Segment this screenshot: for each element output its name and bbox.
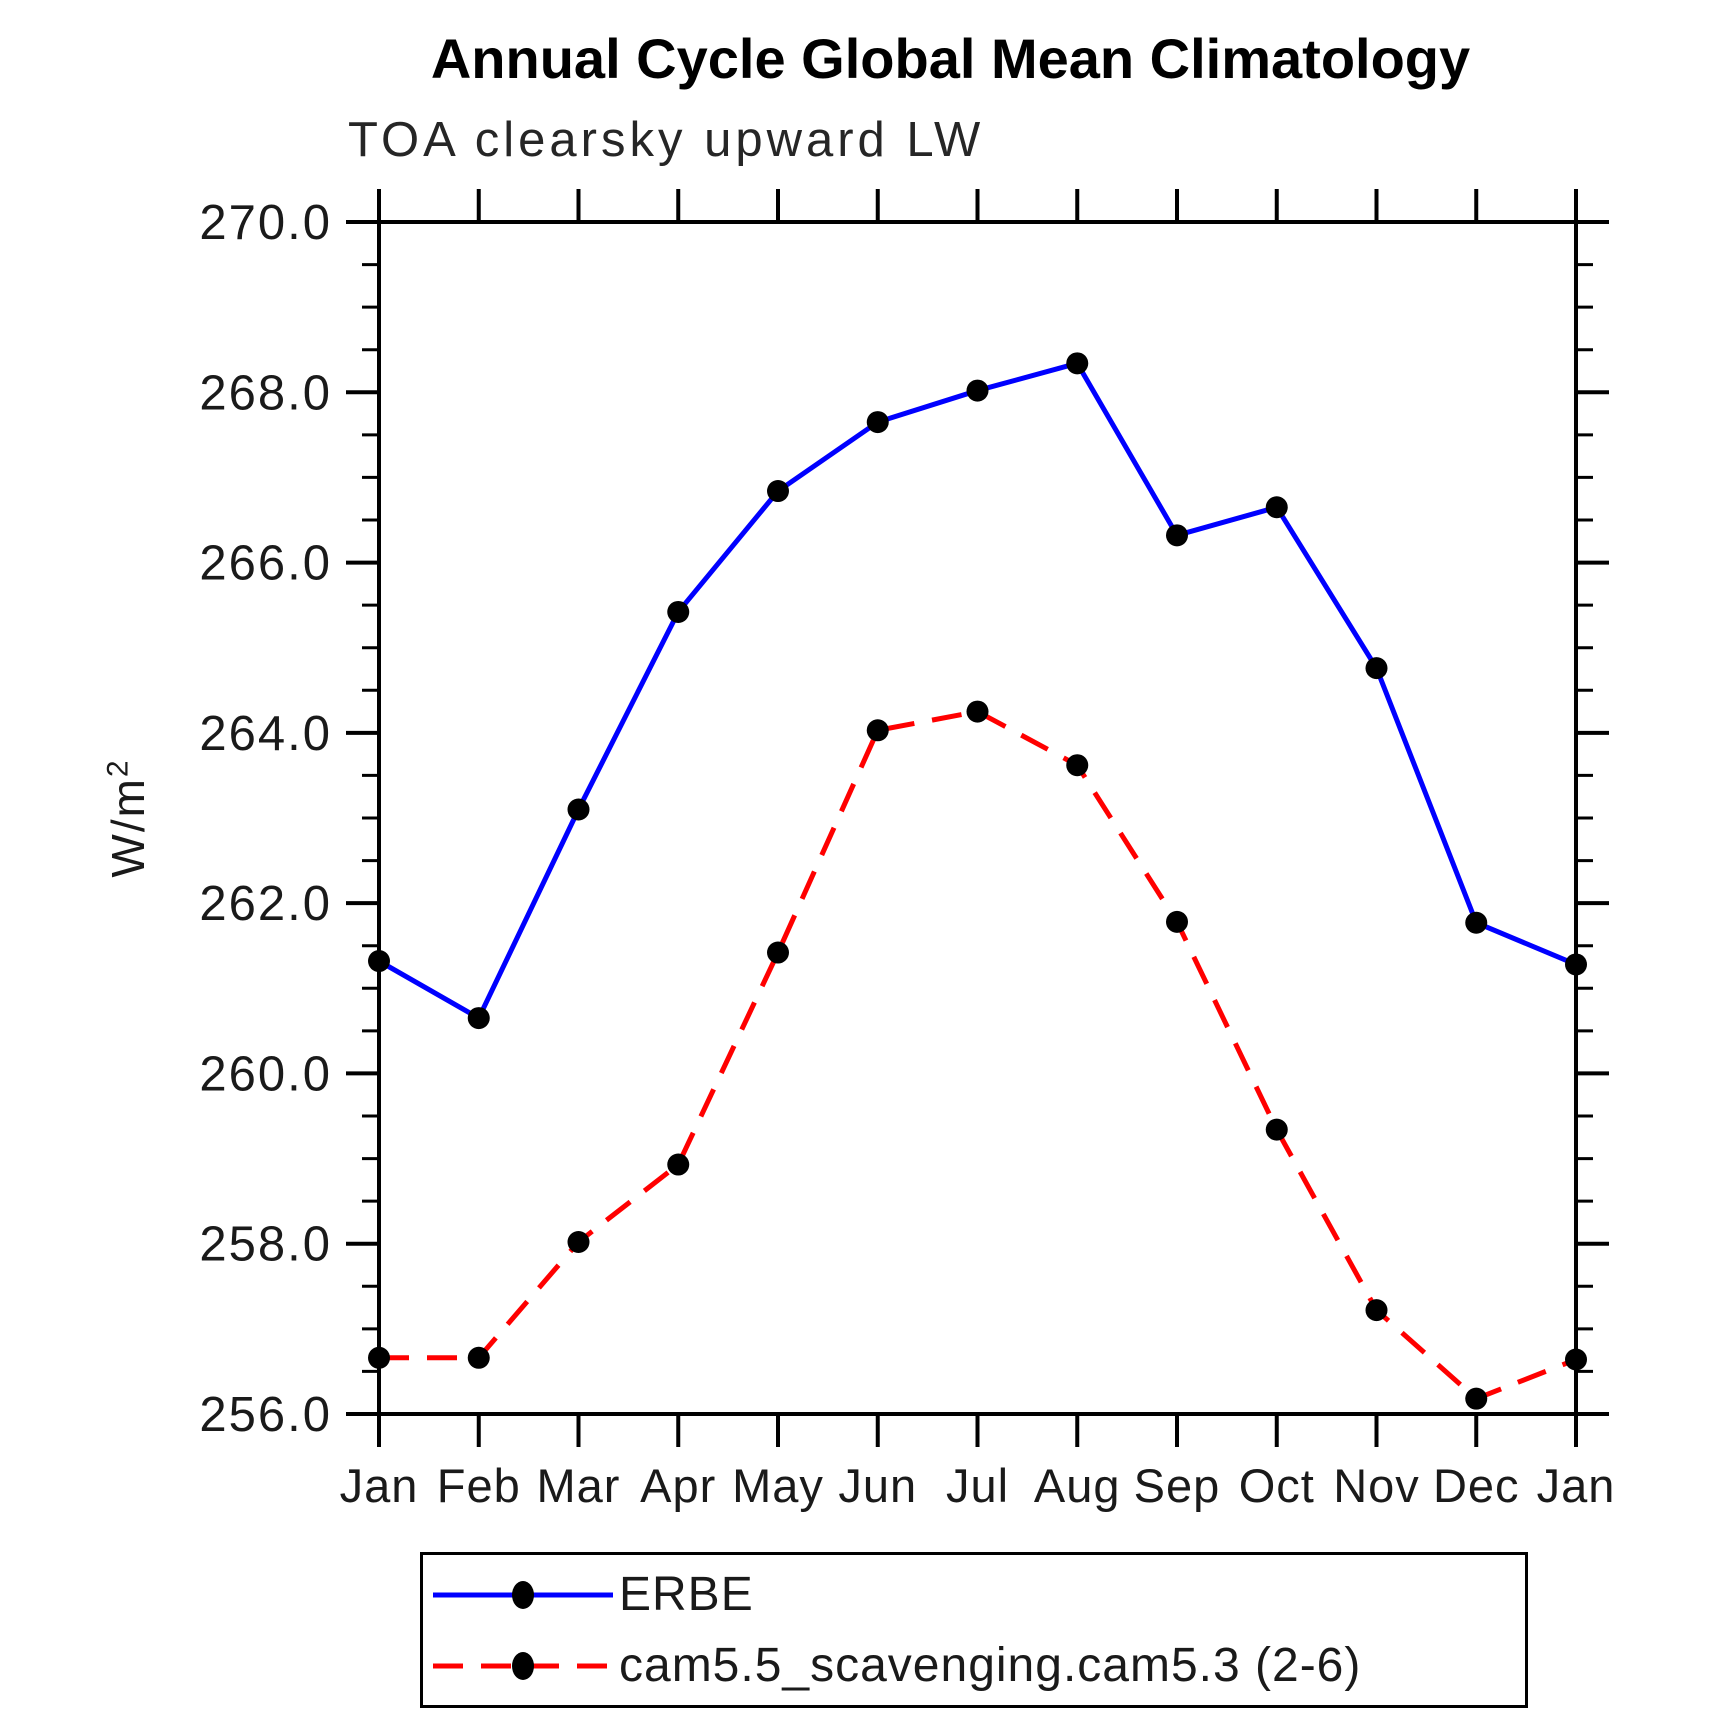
data-point-marker: [1465, 1387, 1488, 1410]
legend-sample-erbe-line: [433, 1580, 613, 1609]
data-point-marker: [866, 411, 889, 434]
data-point-marker: [1166, 524, 1188, 547]
x-tick-label: May: [732, 1459, 824, 1512]
legend-box: ERBE cam5.5_scavenging.cam5.3 (2-6): [420, 1552, 1528, 1708]
y-tick-label: 258.0: [199, 1218, 332, 1272]
legend-marker-icon: [512, 1580, 534, 1609]
chart-title: Annual Cycle Global Mean Climatology: [430, 27, 1471, 90]
y-tick-label: 260.0: [199, 1047, 332, 1101]
data-point-marker: [368, 950, 390, 973]
legend-label-erbe: ERBE: [619, 1568, 754, 1621]
data-point-marker: [368, 1346, 390, 1369]
y-tick-label: 268.0: [199, 366, 332, 420]
x-tick-label: Oct: [1239, 1459, 1315, 1512]
data-point-marker: [1265, 496, 1288, 519]
x-tick-label: Jul: [946, 1459, 1009, 1512]
x-tick-label: Aug: [1034, 1459, 1121, 1512]
legend-marker-icon: [512, 1651, 534, 1680]
legend-label-cam: cam5.5_scavenging.cam5.3 (2-6): [619, 1639, 1362, 1692]
data-point-marker: [567, 798, 590, 821]
data-point-marker: [1166, 910, 1188, 933]
legend-sample-cam-line: [433, 1651, 613, 1680]
data-point-marker: [866, 719, 889, 742]
data-point-marker: [1565, 1348, 1587, 1371]
data-point-marker: [1465, 911, 1488, 934]
x-tick-label: Jun: [838, 1459, 917, 1512]
y-tick-label: 270.0: [199, 196, 332, 250]
legend-row-cam: cam5.5_scavenging.cam5.3 (2-6): [427, 1635, 1525, 1697]
data-point-marker: [1066, 754, 1089, 777]
data-point-marker: [1066, 352, 1089, 375]
x-tick-label: Nov: [1333, 1459, 1420, 1512]
data-point-marker: [1365, 657, 1388, 680]
data-point-marker: [467, 1346, 490, 1369]
y-axis-title: W/m2: [101, 758, 155, 877]
y-tick-label: 264.0: [199, 707, 332, 761]
data-point-marker: [467, 1007, 490, 1030]
data-point-marker: [667, 600, 690, 623]
chart-subtitle: TOA clearsky upward LW: [348, 113, 985, 167]
x-tick-label: Mar: [537, 1459, 621, 1512]
data-point-marker: [1265, 1118, 1288, 1141]
x-tick-label: Sep: [1134, 1459, 1221, 1512]
data-point-marker: [966, 700, 989, 723]
y-tick-label: 262.0: [199, 877, 332, 931]
x-tick-label: Jan: [1537, 1459, 1616, 1512]
y-axis-title-exponent: 2: [101, 758, 135, 778]
y-tick-label: 266.0: [199, 537, 332, 591]
data-point-marker: [767, 480, 789, 503]
data-point-marker: [667, 1153, 690, 1176]
x-tick-label: Feb: [437, 1459, 521, 1512]
series-line-erbe: [377, 360, 1577, 1022]
data-point-marker: [1565, 953, 1587, 976]
data-point-marker: [767, 941, 789, 964]
legend-row-erbe: ERBE: [427, 1564, 1525, 1626]
series-line-cam: [379, 708, 1577, 1402]
plot-box: [377, 220, 1578, 1416]
y-axis-title-base: W/m: [102, 777, 154, 878]
x-tick-label: Jan: [340, 1459, 419, 1512]
x-tick-label: Dec: [1433, 1459, 1520, 1512]
data-point-marker: [1365, 1299, 1388, 1322]
y-tick-label: 256.0: [199, 1388, 332, 1442]
data-point-marker: [567, 1231, 590, 1254]
x-tick-label: Apr: [640, 1459, 716, 1512]
data-point-marker: [966, 379, 989, 402]
